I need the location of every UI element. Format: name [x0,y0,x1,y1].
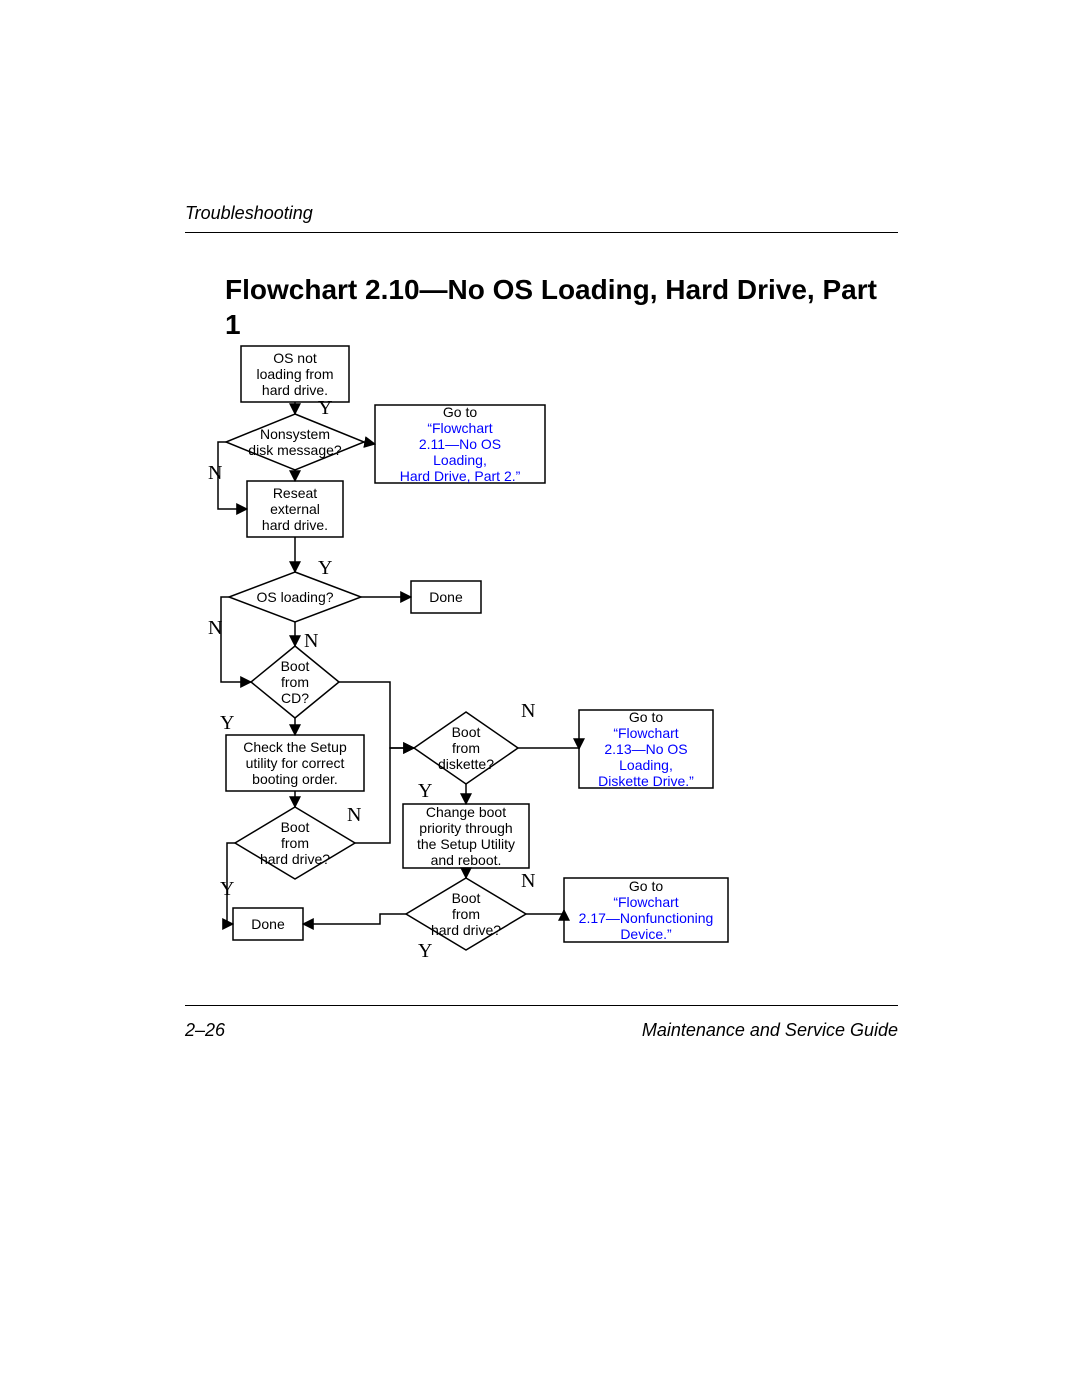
node-goto217[interactable]: Go to“Flowchart 2.17—Nonfunctioning Devi… [564,878,728,942]
node-checksetup: Check the Setup utility for correct boot… [226,735,364,791]
node-done1: Done [411,581,481,613]
edge-label: N [347,804,361,827]
edge-label: N [521,700,535,723]
edge-label: N [521,870,535,893]
flowchart-text-overlay: OS not loading from hard drive. Nonsystem… [0,0,1080,1397]
node-d_nonsys: Nonsystem disk message? [226,414,364,470]
node-d_cd: Boot from CD? [251,646,339,718]
node-d_hd1: Boot from hard drive? [235,807,355,879]
page-number: 2–26 [185,1020,225,1041]
edge-label: N [208,617,222,640]
edge-label: Y [318,397,332,420]
guide-name: Maintenance and Service Guide [642,1020,898,1041]
node-done2: Done [233,908,303,940]
edge-label: Y [418,780,432,803]
edge-label: N [208,462,222,485]
edge-label: Y [220,712,234,735]
edge-label: N [304,630,318,653]
node-goto213[interactable]: Go to“Flowchart 2.13—No OS Loading, Disk… [579,710,713,788]
node-start: OS not loading from hard drive. [241,346,349,402]
node-goto211[interactable]: Go to“Flowchart 2.11—No OS Loading, Hard… [375,405,545,483]
node-d_osload: OS loading? [229,572,361,622]
node-d_disk: Boot from diskette? [414,712,518,784]
footer-rule [185,1005,898,1006]
edge-label: Y [418,940,432,963]
page: Troubleshooting Flowchart 2.10—No OS Loa… [0,0,1080,1397]
edge-label: Y [220,878,234,901]
node-changeboot: Change boot priority through the Setup U… [403,804,529,868]
node-reseat: Reseat external hard drive. [247,481,343,537]
edge-label: Y [318,557,332,580]
